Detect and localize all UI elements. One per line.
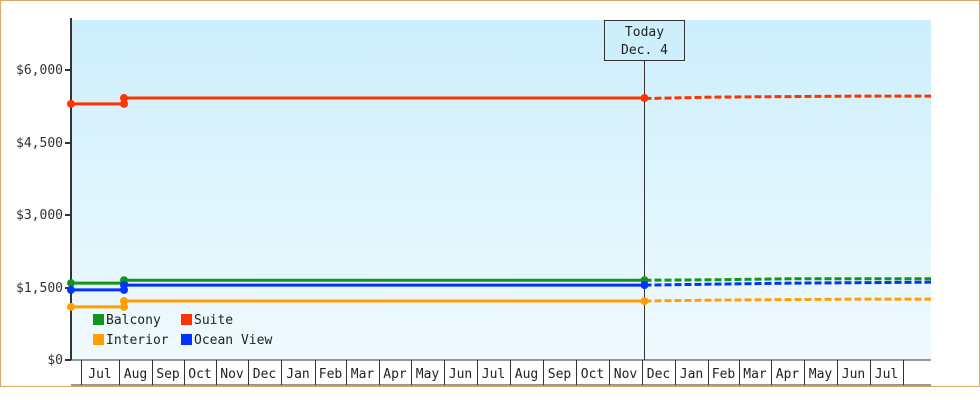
legend-item-ocean-view: Ocean View — [181, 333, 272, 348]
legend-swatch — [93, 314, 104, 325]
legend-swatch — [93, 334, 104, 345]
x-month-label: May — [416, 367, 440, 382]
series-lines — [67, 94, 932, 311]
x-month-label: Oct — [581, 367, 604, 382]
today-date: Dec. 4 — [621, 43, 668, 58]
chart-frame: $0 $1,500 $3,000 $4,500 $6,000 Jul Aug Sep Oct N… — [0, 0, 980, 387]
y-axis: $0 $1,500 $3,000 $4,500 $6,000 — [16, 18, 72, 368]
x-month-label: Jan — [286, 367, 309, 382]
y-tick-label: $0 — [47, 353, 63, 368]
plot-area — [71, 20, 931, 360]
x-month-label: Jul — [88, 367, 111, 382]
legend-label: Ocean View — [194, 333, 272, 348]
x-month-label: Jul — [875, 367, 898, 382]
x-month-label: Jul — [482, 367, 505, 382]
series-suite — [67, 94, 931, 108]
legend: Balcony Suite Interior Ocean View — [93, 313, 272, 348]
x-month-label: Dec — [253, 367, 276, 382]
legend-label: Balcony — [106, 313, 161, 328]
today-marker: Today Dec. 4 — [604, 20, 685, 360]
y-tick-label: $6,000 — [16, 63, 63, 78]
x-month-label: Jun — [842, 367, 865, 382]
x-month-label: Feb — [319, 367, 343, 382]
x-month-label: Apr — [776, 367, 800, 382]
legend-item-interior: Interior — [93, 333, 169, 348]
x-month-label: Oct — [188, 367, 211, 382]
x-month-label: Jan — [680, 367, 703, 382]
y-tick-label: $1,500 — [16, 281, 63, 296]
x-month-label: Sep — [548, 367, 572, 382]
x-month-label: Jun — [449, 367, 472, 382]
y-tick-label: $4,500 — [16, 136, 63, 151]
x-month-label: May — [809, 367, 833, 382]
legend-item-suite: Suite — [181, 313, 233, 328]
series-interior — [67, 297, 931, 311]
legend-label: Suite — [194, 313, 233, 328]
x-month-label: Feb — [712, 367, 736, 382]
today-label: Today — [625, 25, 664, 40]
legend-label: Interior — [106, 333, 169, 348]
x-month-label: Mar — [351, 367, 375, 382]
x-month-label: Sep — [156, 367, 180, 382]
legend-swatch — [181, 314, 192, 325]
x-month-label: Mar — [743, 367, 767, 382]
x-month-label: Dec — [647, 367, 670, 382]
x-axis: Jul Aug Sep Oct Nov Dec Jan Feb Mar Apr May Jun Jul A… — [71, 359, 931, 386]
y-tick-label: $3,000 — [16, 208, 63, 223]
x-month-label: Apr — [383, 367, 407, 382]
x-month-label: Nov — [220, 367, 244, 382]
legend-swatch — [181, 334, 192, 345]
x-month-label: Nov — [614, 367, 638, 382]
x-month-label: Aug — [124, 367, 147, 382]
series-ocean-view — [67, 280, 932, 294]
x-month-label: Aug — [515, 367, 538, 382]
legend-item-balcony: Balcony — [93, 313, 161, 328]
